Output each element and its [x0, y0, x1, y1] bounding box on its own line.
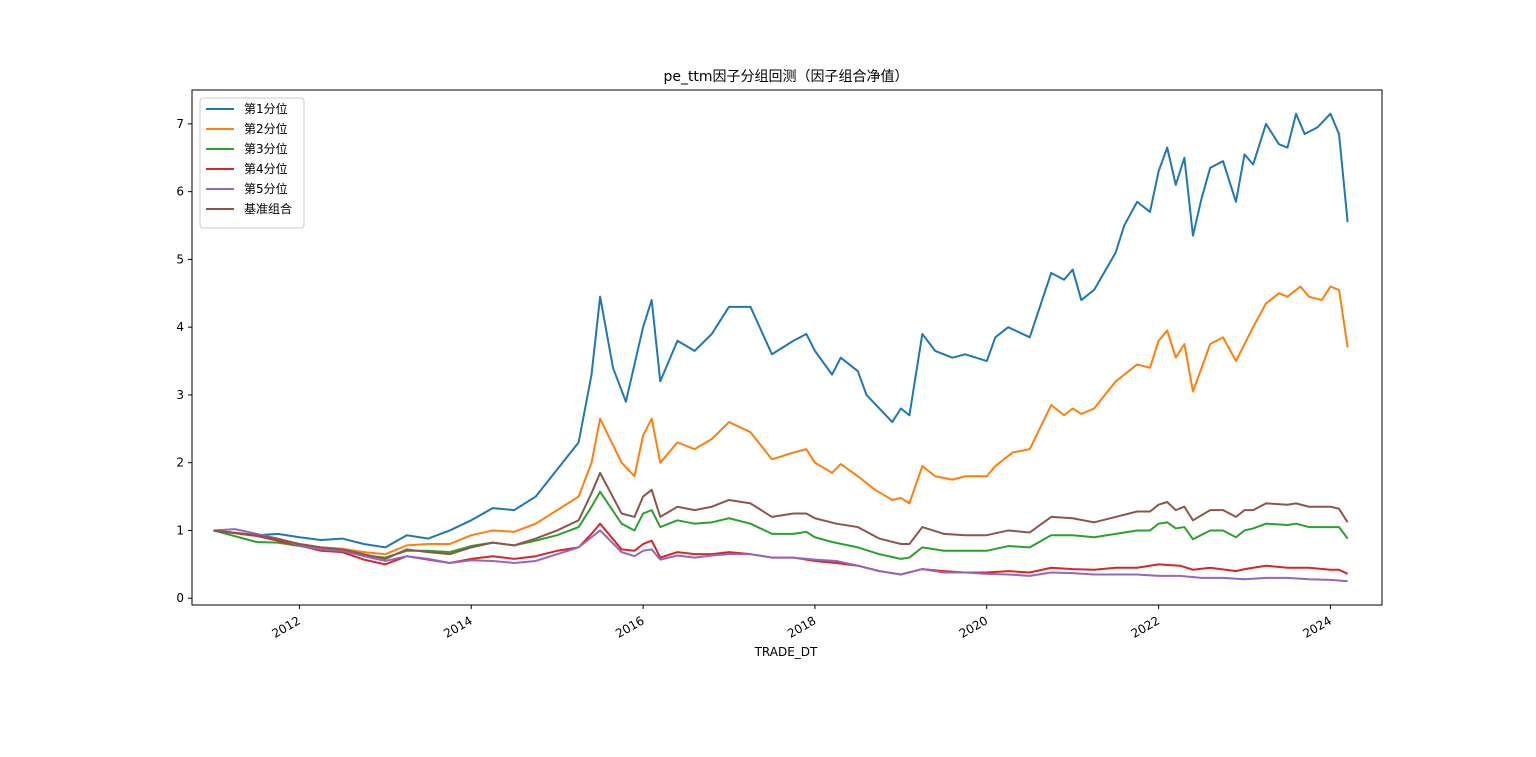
plot-area — [213, 112, 1349, 583]
y-tick-label-2: 1 — [176, 523, 184, 537]
y-tick-label-5: 4 — [176, 320, 184, 334]
series-line-2 — [213, 285, 1349, 556]
legend-label-4: 第4分位 — [244, 161, 288, 176]
y-tick-label-8: 7 — [176, 117, 184, 131]
x-axis-label: TRADE_DT — [754, 645, 818, 659]
legend-label-5: 第5分位 — [244, 181, 288, 196]
series-line-5 — [213, 528, 1348, 583]
y-tick-label-6: 5 — [176, 252, 184, 266]
legend-label-3: 第3分位 — [244, 141, 288, 156]
chart-title: pe_ttm因子分组回测（因子组合净值） — [663, 69, 908, 85]
series-line-6 — [213, 471, 1349, 560]
legend-box — [199, 97, 305, 229]
legend-label-2: 第2分位 — [244, 121, 288, 136]
y-tick-label-7: 6 — [176, 185, 184, 199]
y-tick-label-4: 3 — [176, 388, 184, 402]
legend-label-1: 第1分位 — [244, 101, 288, 116]
y-tick-label-3: 2 — [176, 456, 184, 470]
axes-frame — [191, 89, 1383, 606]
y-tick-label-1: 0 — [176, 591, 184, 605]
series-line-3 — [213, 490, 1349, 560]
legend-label-6: 基准组合 — [244, 201, 292, 216]
series-line-1 — [213, 112, 1349, 549]
